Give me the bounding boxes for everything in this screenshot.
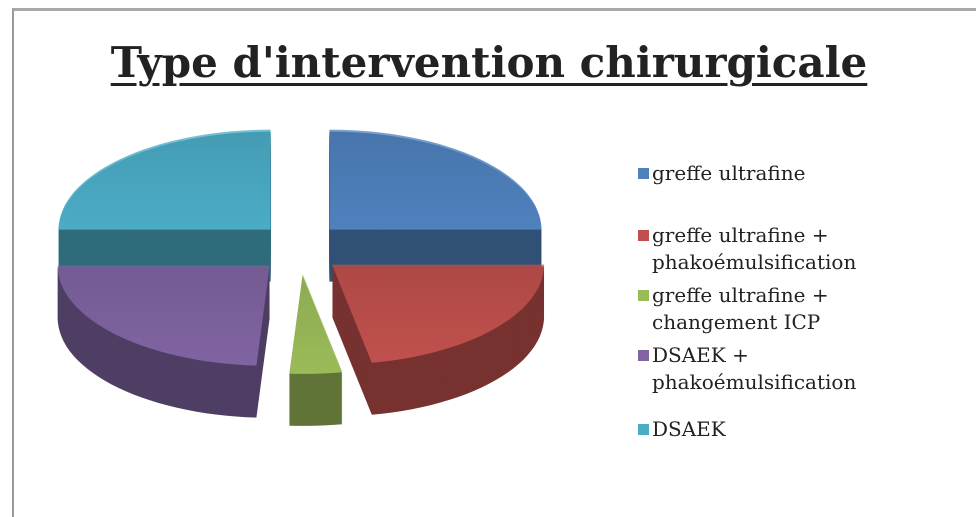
legend-item: greffe ultrafine + phakoémulsification [638, 222, 928, 276]
legend-label: DSAEK + phakoémulsification [652, 343, 857, 394]
legend-label: greffe ultrafine [652, 161, 806, 185]
legend-item: DSAEK + phakoémulsification [638, 342, 928, 396]
legend-swatch [638, 168, 649, 179]
slice [57, 265, 270, 366]
slice [329, 129, 542, 230]
legend-label: greffe ultrafine + phakoémulsification [652, 223, 857, 274]
legend-label: greffe ultrafine + changement ICP [652, 283, 829, 334]
frame [12, 8, 976, 517]
legend-swatch [638, 290, 649, 301]
legend-item: DSAEK [638, 416, 928, 443]
legend-swatch [638, 230, 649, 241]
chart-title: Type d'intervention chirurgicale [110, 38, 868, 87]
legend-swatch [638, 350, 649, 361]
slice [58, 129, 271, 230]
slice [332, 264, 545, 363]
slice [289, 273, 343, 374]
legend-swatch [638, 424, 649, 435]
title-box: Type d'intervention chirurgicale [0, 38, 978, 87]
legend-item: greffe ultrafine [638, 160, 928, 187]
legend-item: greffe ultrafine + changement ICP [638, 282, 928, 336]
legend-label: DSAEK [652, 417, 726, 441]
